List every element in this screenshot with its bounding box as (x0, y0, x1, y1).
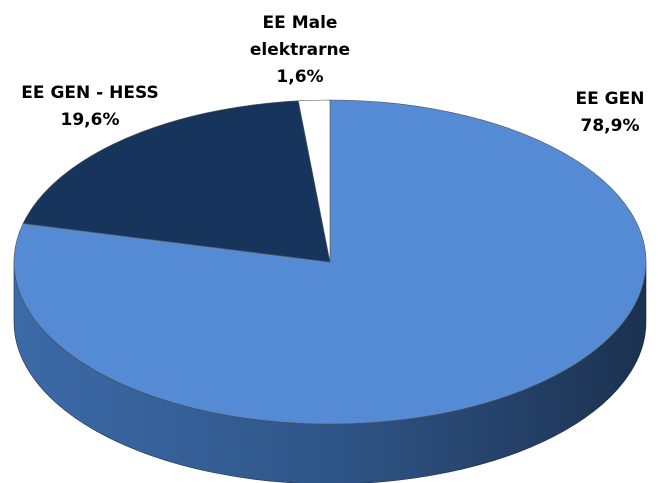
data-label: EE Male elektrarne 1,6% (240, 10, 360, 91)
label-value: 19,6% (60, 110, 120, 130)
data-label: EE GEN 78,9% (560, 86, 660, 140)
pie-slice (13, 99, 647, 425)
label-name: EE GEN (575, 89, 645, 109)
pie-slice (22, 100, 331, 263)
label-name: EE GEN - HESS (21, 83, 159, 103)
data-label: EE GEN - HESS 19,6% (0, 80, 180, 134)
label-value: 78,9% (580, 116, 640, 136)
pie-slice (297, 99, 331, 263)
label-value: 1,6% (276, 67, 324, 87)
label-name: EE Male elektrarne (249, 13, 351, 60)
